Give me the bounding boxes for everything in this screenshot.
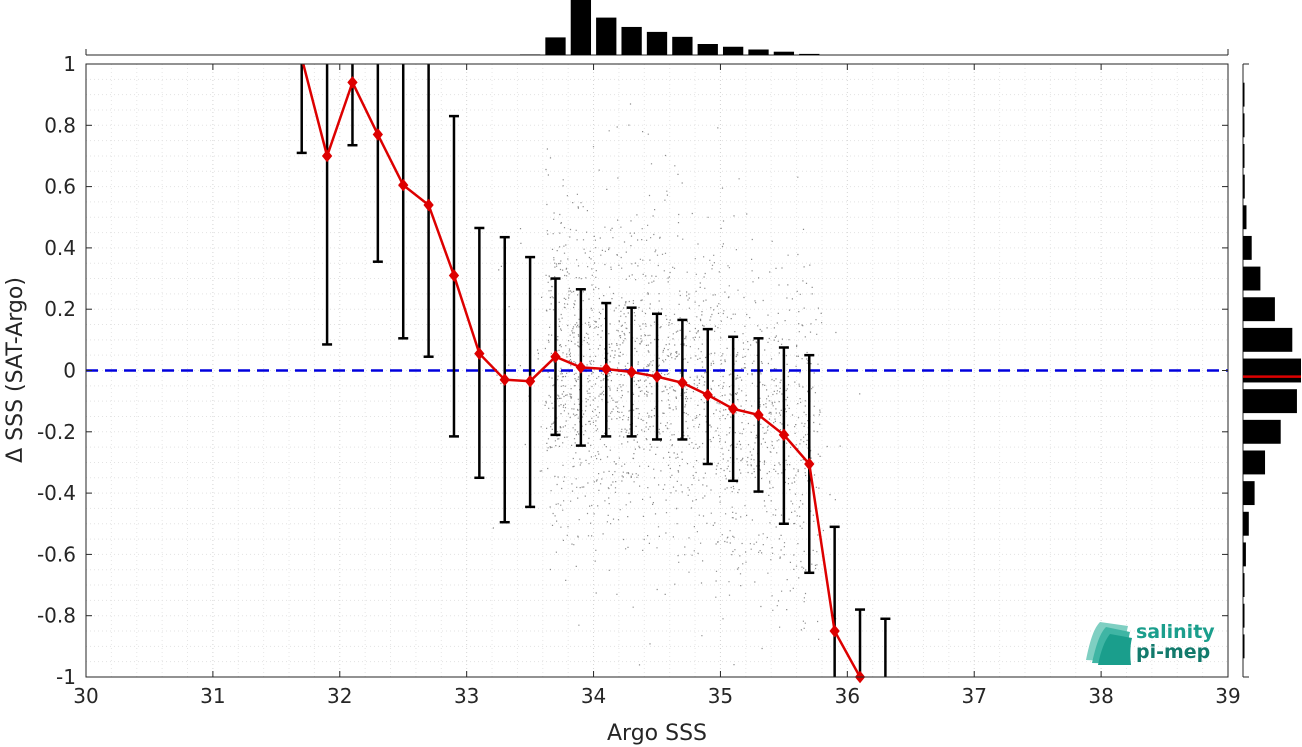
logo-line2: pi-mep xyxy=(1136,641,1210,663)
y-tick-label: 0.4 xyxy=(44,236,76,260)
right-hist-bar xyxy=(1243,327,1293,352)
top-hist-bar xyxy=(697,44,718,55)
right-hist-bar xyxy=(1243,82,1245,107)
ticks xyxy=(85,63,1229,678)
series-point xyxy=(626,365,637,379)
y-tick-labels: -1 -0.8 -0.6 -0.4 -0.2 0 0.2 0.4 0.6 0.8 1 xyxy=(37,52,76,689)
y-tick-label: 0 xyxy=(63,359,76,383)
top-hist-bar xyxy=(646,31,668,55)
series-point xyxy=(347,76,358,89)
right-hist-bar xyxy=(1243,634,1245,659)
right-hist-bar xyxy=(1243,542,1246,567)
series-point xyxy=(753,408,764,422)
top-hist-bar xyxy=(519,54,541,55)
right-hist-bar xyxy=(1243,603,1245,628)
right-hist-bar xyxy=(1243,235,1252,260)
right-hist-bar xyxy=(1243,113,1245,138)
x-tick-labels: 30 31 32 33 34 35 36 37 38 39 xyxy=(73,684,1240,708)
right-hist-bar xyxy=(1243,573,1245,598)
right-hist-bar xyxy=(1243,419,1281,444)
series-point xyxy=(398,178,409,192)
logo-waves-icon xyxy=(1086,622,1132,665)
series-point xyxy=(727,402,739,416)
x-tick-label: 38 xyxy=(1088,684,1113,708)
right-hist-bar xyxy=(1243,450,1266,475)
logo-line1: salinity xyxy=(1136,621,1215,643)
series-point xyxy=(499,373,510,386)
binned-series xyxy=(301,64,866,684)
top-hist-bar xyxy=(773,51,795,55)
main-axes: 30 31 32 33 34 35 36 37 38 39 -1 -0.8 -0.6 -0.4 -0.2 0… xyxy=(3,52,1241,746)
y-tick-label: -0.2 xyxy=(37,420,76,444)
series-point xyxy=(829,624,840,638)
top-hist-bar xyxy=(722,46,744,55)
series-point xyxy=(651,370,663,383)
series-point xyxy=(423,198,434,212)
x-axis-title: Argo SSS xyxy=(607,721,707,746)
x-tick-label: 31 xyxy=(200,684,225,708)
top-hist-bar xyxy=(621,26,642,55)
top-hist-bar xyxy=(570,0,592,55)
right-hist-bar xyxy=(1243,389,1297,414)
series-point xyxy=(524,374,536,388)
x-tick-label: 32 xyxy=(327,684,352,708)
top-histogram xyxy=(85,0,1229,56)
series-point xyxy=(778,428,790,442)
top-hist-bar xyxy=(748,49,769,55)
right-hist-bar xyxy=(1243,297,1275,322)
series-point xyxy=(804,457,815,471)
series-point xyxy=(601,362,612,376)
x-tick-label: 36 xyxy=(835,684,860,708)
series-point xyxy=(677,376,688,390)
series-point xyxy=(474,347,485,360)
y-tick-label: 0.2 xyxy=(44,297,76,321)
right-histogram xyxy=(1242,63,1301,678)
right-hist-bar xyxy=(1243,174,1245,199)
x-tick-label: 35 xyxy=(708,684,733,708)
x-tick-label: 34 xyxy=(581,684,606,708)
top-hist-bar xyxy=(545,37,566,55)
x-tick-label: 37 xyxy=(961,684,986,708)
x-tick-label: 30 xyxy=(73,684,98,708)
top-hist-bar xyxy=(799,53,820,55)
right-hist-bar xyxy=(1243,143,1245,168)
x-tick-label: 39 xyxy=(1215,684,1240,708)
right-hist-bar xyxy=(1243,481,1255,506)
y-tick-label: -0.4 xyxy=(37,481,76,505)
y-tick-label: -0.6 xyxy=(37,542,76,566)
series-point xyxy=(550,350,561,363)
series-point xyxy=(321,149,333,163)
top-hist-bar xyxy=(596,17,617,56)
right-hist-bar xyxy=(1243,205,1247,230)
x-tick-label: 33 xyxy=(454,684,479,708)
y-tick-label: 0.6 xyxy=(44,175,76,199)
y-tick-label: -1 xyxy=(56,665,76,689)
right-hist-bar xyxy=(1243,511,1249,536)
right-hist-bar xyxy=(1243,266,1261,291)
series-point xyxy=(448,269,460,282)
series-line xyxy=(301,64,862,677)
salinity-pi-mep-logo: salinity pi-mep xyxy=(1086,621,1215,665)
right-hist-bar xyxy=(1243,358,1301,383)
y-axis-title: Δ SSS (SAT-Argo) xyxy=(3,277,28,463)
series-point xyxy=(372,128,383,141)
top-hist-bar xyxy=(672,36,693,55)
y-tick-label: 1 xyxy=(63,52,76,76)
series-point xyxy=(702,388,713,402)
y-tick-label: -0.8 xyxy=(37,604,76,628)
series-point xyxy=(575,361,587,374)
y-tick-label: 0.8 xyxy=(44,113,76,137)
